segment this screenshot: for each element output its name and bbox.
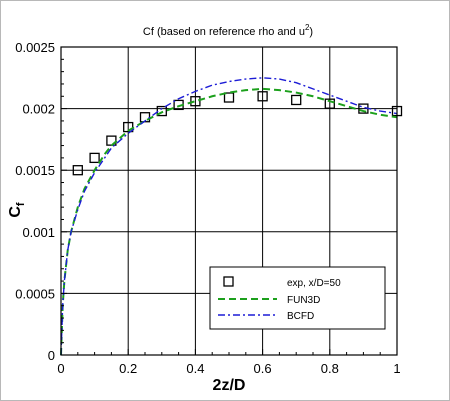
- x-tick-label: 0: [57, 361, 64, 376]
- legend-box: [209, 266, 386, 330]
- x-tick-label: 0.8: [321, 361, 339, 376]
- chart-title-close: ): [309, 26, 313, 38]
- y-tick-label: 0.002: [22, 102, 55, 117]
- exp-data-point: [223, 92, 235, 103]
- legend-marker-exp: [223, 276, 234, 287]
- y-axis-label: Cf: [7, 202, 27, 218]
- exp-data-point: [72, 165, 83, 176]
- axis-ticks: 0 0.2 0.4 0.6 0.8 1 0 0.0005 0.001 0.0015 0.002 0.0…: [15, 40, 400, 376]
- y-tick-label: 0: [48, 348, 55, 363]
- legend-label-exp: exp, x/D=50: [287, 278, 341, 289]
- x-tick-label: 0.4: [186, 361, 204, 376]
- y-tick-label: 0.0025: [15, 40, 55, 55]
- legend: exp, x/D=50 FUN3D BCFD: [209, 266, 386, 330]
- exp-data-point: [257, 91, 268, 102]
- exp-data-point: [324, 98, 335, 109]
- exp-data-point: [89, 152, 100, 164]
- x-axis-label: 2z/D: [213, 377, 246, 394]
- series-layer: [60, 77, 403, 356]
- y-tick-label: 0.001: [22, 225, 55, 240]
- legend-label-bcfd: BCFD: [287, 311, 314, 322]
- y-axis-label-subscript: f: [15, 202, 27, 206]
- y-axis-label-main: C: [7, 206, 24, 218]
- bcfd-line: [60, 77, 398, 356]
- chart-title: Cf (based on reference rho and u2): [143, 23, 313, 38]
- x-tick-label: 1: [393, 361, 400, 376]
- chart-title-main: Cf (based on reference rho and u: [143, 26, 305, 38]
- exp-data-point: [291, 94, 302, 106]
- fun3d-line: [60, 87, 398, 356]
- x-tick-label: 0.2: [119, 361, 137, 376]
- chart-title-superscript: 2: [305, 23, 310, 32]
- legend-label-fun3d: FUN3D: [287, 295, 320, 306]
- y-tick-label: 0.0015: [15, 163, 55, 178]
- y-tick-label: 0.0005: [15, 286, 55, 301]
- x-tick-label: 0.6: [254, 361, 272, 376]
- exp-data-point: [190, 96, 201, 107]
